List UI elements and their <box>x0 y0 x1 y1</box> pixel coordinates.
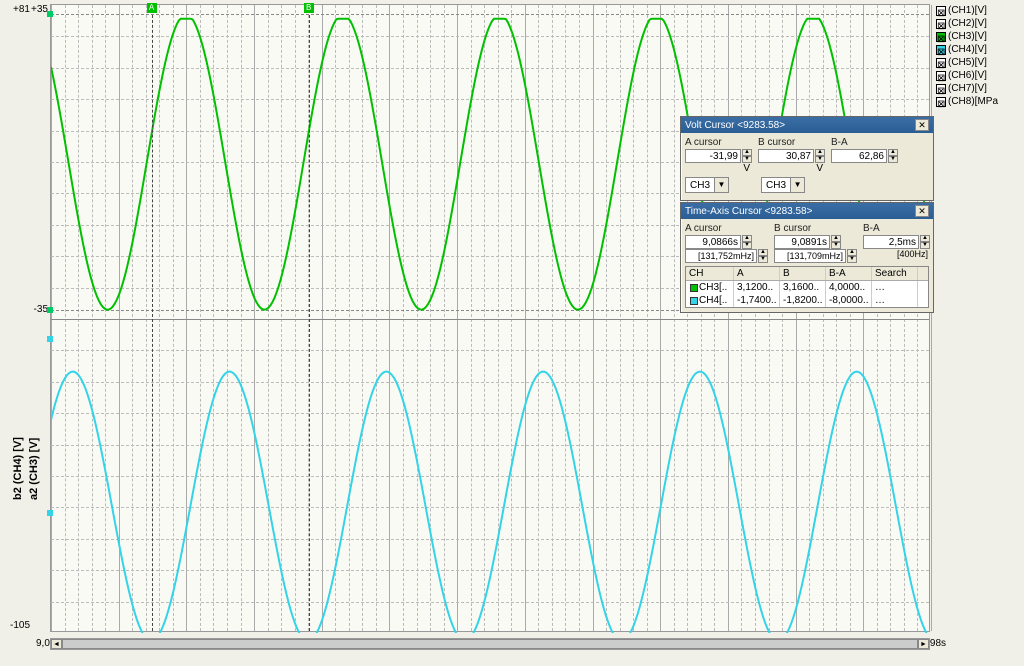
time-a-value[interactable]: 9,0866s <box>685 235 741 249</box>
table-row[interactable]: CH3[..3,1200..3,1600..4,0000..… <box>686 281 928 294</box>
table-row[interactable]: CH4[..-1,7400..-1,8200..-8,0000..… <box>686 294 928 307</box>
cursor-a-line[interactable] <box>152 5 153 631</box>
legend-item[interactable]: ⊠(CH3)[V] <box>934 30 1020 43</box>
time-cursor-dialog[interactable]: Time-Axis Cursor <9283.58> ✕ A cursor 9,… <box>680 202 934 313</box>
legend-label: (CH1)[V] <box>948 4 987 17</box>
scroll-thumb[interactable] <box>62 639 918 649</box>
label-ba: B-A <box>831 137 898 148</box>
legend-label: (CH8)[MPa <box>948 95 998 108</box>
legend-item[interactable]: ⊠(CH4)[V] <box>934 43 1020 56</box>
th-a[interactable]: A <box>734 267 780 280</box>
time-a-spinner[interactable]: ▲▼ <box>742 235 752 249</box>
legend-item[interactable]: ⊠(CH7)[V] <box>934 82 1020 95</box>
oscilloscope-plot[interactable]: A B 9,085s9,086s9,087s9,088s9,089s9,09s9… <box>50 4 930 632</box>
legend-label: (CH6)[V] <box>948 69 987 82</box>
legend-label: (CH3)[V] <box>948 30 987 43</box>
volt-a-spinner[interactable]: ▲▼ <box>742 149 752 163</box>
close-icon[interactable]: ✕ <box>915 119 929 131</box>
th-b[interactable]: B <box>780 267 826 280</box>
volt-ba-spinner[interactable]: ▲▼ <box>888 149 898 163</box>
legend-swatch: ⊠ <box>936 6 946 16</box>
y-marker-ch4-top <box>47 336 53 342</box>
y-axis-label-ch4: b2 (CH4) [V] <box>12 437 24 500</box>
legend-swatch: ⊠ <box>936 45 946 55</box>
y-tick-top-min: -35 <box>24 304 48 315</box>
label-a-cursor: A cursor <box>685 223 768 234</box>
scroll-right-button[interactable]: ► <box>918 639 929 649</box>
cursor-a-marker[interactable]: A <box>147 3 157 13</box>
time-b-freq: [131,709mHz] <box>774 249 846 263</box>
y-marker-ch4-bot <box>47 510 53 516</box>
volt-ba-value: 62,86 <box>831 149 887 163</box>
close-icon[interactable]: ✕ <box>915 205 929 217</box>
time-b-spinner[interactable]: ▲▼ <box>831 235 841 249</box>
time-ba-value: 2,5ms <box>863 235 919 249</box>
time-ba-freq: [400Hz] <box>863 249 930 259</box>
label-b-cursor: B cursor <box>774 223 857 234</box>
legend-swatch: ⊠ <box>936 71 946 81</box>
cursor-b-marker[interactable]: B <box>304 3 314 13</box>
legend-label: (CH7)[V] <box>948 82 987 95</box>
y-marker-ch3-bot <box>47 307 53 313</box>
y-tick-bot-max: +81 <box>6 4 30 15</box>
plot-divider <box>51 319 929 320</box>
label-b-cursor: B cursor <box>758 137 825 148</box>
cursor-b-line[interactable] <box>309 5 310 631</box>
time-cursor-titlebar[interactable]: Time-Axis Cursor <9283.58> ✕ <box>681 203 933 219</box>
volt-ch-b-dropdown[interactable]: CH3▼ <box>761 177 805 193</box>
volt-a-unit: V <box>685 163 752 174</box>
legend-item[interactable]: ⊠(CH8)[MPa <box>934 95 1020 108</box>
scroll-left-button[interactable]: ◄ <box>51 639 62 649</box>
volt-a-value[interactable]: -31,99 <box>685 149 741 163</box>
legend-swatch: ⊠ <box>936 97 946 107</box>
legend-swatch: ⊠ <box>936 32 946 42</box>
legend-label: (CH5)[V] <box>948 56 987 69</box>
volt-cursor-titlebar[interactable]: Volt Cursor <9283.58> ✕ <box>681 117 933 133</box>
chevron-down-icon[interactable]: ▼ <box>790 178 804 192</box>
volt-cursor-dialog[interactable]: Volt Cursor <9283.58> ✕ A cursor -31,99▲… <box>680 116 934 201</box>
y-tick-bot-min: -105 <box>6 620 30 631</box>
time-a-freq: [131,752mHz] <box>685 249 757 263</box>
volt-ch-a-dropdown[interactable]: CH3▼ <box>685 177 729 193</box>
chevron-down-icon[interactable]: ▼ <box>714 178 728 192</box>
legend-item[interactable]: ⊠(CH1)[V] <box>934 4 1020 17</box>
legend-swatch: ⊠ <box>936 58 946 68</box>
th-ba[interactable]: B-A <box>826 267 872 280</box>
legend-label: (CH2)[V] <box>948 17 987 30</box>
volt-b-value[interactable]: 30,87 <box>758 149 814 163</box>
th-search[interactable]: Search <box>872 267 918 280</box>
cursor-table: CH A B B-A Search CH3[..3,1200..3,1600..… <box>685 266 929 308</box>
label-a-cursor: A cursor <box>685 137 752 148</box>
legend-swatch: ⊠ <box>936 84 946 94</box>
time-b-value[interactable]: 9,0891s <box>774 235 830 249</box>
th-ch[interactable]: CH <box>686 267 734 280</box>
legend-label: (CH4)[V] <box>948 43 987 56</box>
legend-swatch: ⊠ <box>936 19 946 29</box>
legend-item[interactable]: ⊠(CH5)[V] <box>934 56 1020 69</box>
volt-b-unit: V <box>758 163 825 174</box>
time-cursor-title: Time-Axis Cursor <9283.58> <box>685 206 812 217</box>
volt-cursor-title: Volt Cursor <9283.58> <box>685 120 785 131</box>
channel-legend: ⊠(CH1)[V]⊠(CH2)[V]⊠(CH3)[V]⊠(CH4)[V]⊠(CH… <box>934 4 1020 108</box>
legend-item[interactable]: ⊠(CH2)[V] <box>934 17 1020 30</box>
legend-item[interactable]: ⊠(CH6)[V] <box>934 69 1020 82</box>
volt-b-spinner[interactable]: ▲▼ <box>815 149 825 163</box>
y-marker-ch3-top <box>47 11 53 17</box>
time-scrollbar[interactable]: ◄ ► <box>50 638 930 650</box>
y-axis-label-ch3: a2 (CH3) [V] <box>28 438 40 500</box>
label-ba: B-A <box>863 223 930 234</box>
